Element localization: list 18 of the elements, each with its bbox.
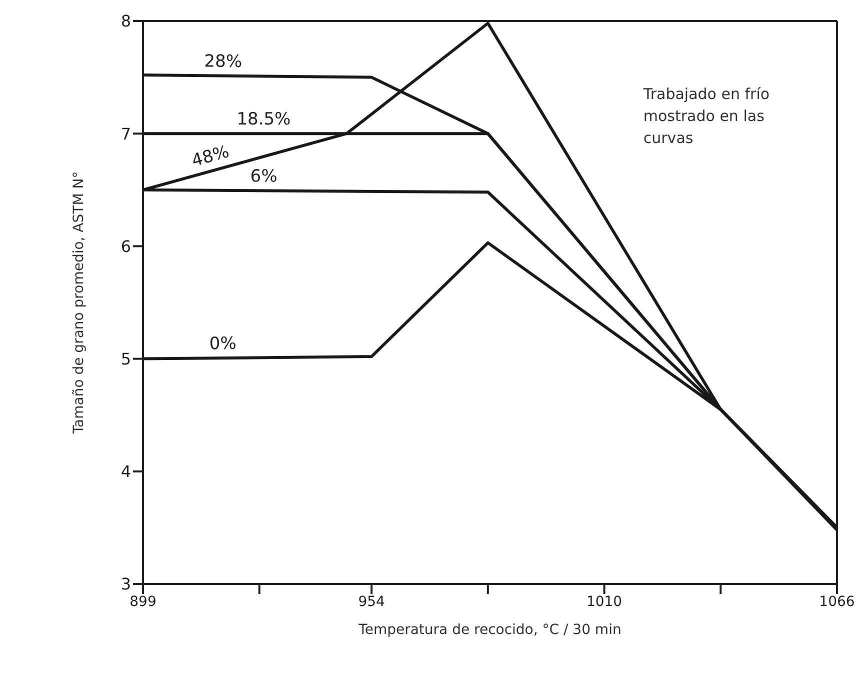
x-tick-label: 1066 — [819, 594, 855, 610]
series-label: 18.5% — [236, 110, 291, 130]
y-tick-label: 6 — [120, 236, 131, 256]
y-tick-label: 7 — [120, 124, 131, 144]
x-tick-label: 1010 — [586, 594, 622, 610]
y-tick-label: 4 — [120, 462, 131, 482]
y-tick-label: 8 — [120, 12, 131, 31]
text: 48% — [190, 142, 232, 172]
x-tick-label: 899 — [130, 594, 156, 610]
x-axis-title: Temperatura de recocido, °C / 30 min — [358, 622, 622, 638]
annotation: Trabajado en frío mostrado en las curvas — [643, 84, 771, 149]
y-axis-title: Tamaño de grano promedio, ASTM N° — [70, 171, 87, 435]
series-label: 28% — [204, 52, 242, 72]
y-tick-label: 3 — [120, 574, 131, 594]
x-tick-label: 954 — [358, 594, 386, 610]
series-label: 0% — [209, 334, 236, 354]
y-tick-label: 5 — [120, 349, 131, 368]
series-label: 6% — [250, 166, 278, 187]
